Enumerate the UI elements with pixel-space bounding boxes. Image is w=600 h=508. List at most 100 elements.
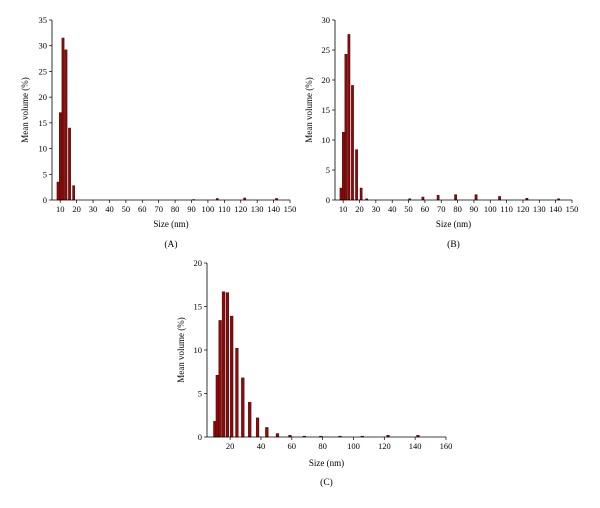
chart-c-bar-11 [275,433,280,438]
chart-a-x-tick-label-6: 70 [154,204,163,214]
chart-a-bar-1 [59,112,62,201]
chart-panel-a: 0 5 10 15 20 25 30 35 10 20 30 40 50 60 70 80 90 100 110 12… [0,0,300,254]
chart-b-x-tick-label-9: 100 [484,204,497,214]
chart-c-bar-3 [221,291,226,438]
chart-b-x-tick-label-13: 140 [549,204,562,214]
chart-a-svg: 0 5 10 15 20 25 30 35 10 20 30 40 50 60 70 80 90 100 110 12… [20,15,297,250]
chart-b-y-tick-label-5: 25 [322,45,331,55]
chart-c-x-tick-label-3: 80 [318,441,327,451]
chart-b-y-tick-label-2: 10 [322,135,331,145]
chart-a-bar-0 [56,181,60,201]
chart-b-y-tick-label-6: 30 [322,15,331,25]
chart-c-y-tick-label-4: 20 [194,258,203,268]
chart-c-bar-2 [218,320,222,438]
chart-b-x-tick-label-7: 80 [453,204,462,214]
chart-c-bar-5 [230,315,234,438]
chart-a-caption: (A) [164,239,177,250]
chart-a-y-tick-label-5: 25 [39,66,48,76]
chart-a-bars [56,37,278,201]
chart-a-y-tick-label-1: 5 [43,169,47,179]
chart-b-bar-11 [454,194,457,201]
chart-c-y-tick-label-3: 15 [194,302,203,312]
chart-b-y-tick-label-1: 5 [326,165,330,175]
chart-b-caption: (B) [447,239,460,250]
chart-a-x-tick-label-4: 50 [122,204,131,214]
chart-a-x-tick-label-7: 80 [171,204,180,214]
chart-c-x-tick-label-4: 100 [347,441,360,451]
chart-b-bar-12 [474,194,478,201]
chart-a-bar-3 [64,49,68,201]
chart-a-y-tick-label-7: 35 [39,15,48,25]
chart-c-y-tick-label-1: 5 [198,389,202,399]
chart-c-y-tick-label-0: 0 [198,432,202,442]
chart-c-y-axis-label: Mean volume (%) [176,317,186,382]
chart-a-x-tick-label-9: 100 [202,204,215,214]
chart-panel-b: 0 5 10 15 20 25 30 10 20 30 40 50 60 70 80 90 100 110 120 1… [300,0,600,254]
chart-a-x-tick-label-8: 90 [187,204,196,214]
chart-b-y-axis-label: Mean volume (%) [304,77,314,142]
chart-a-y-tick-label-4: 20 [39,92,48,102]
chart-c-x-tick-label-1: 40 [257,441,266,451]
chart-a-bar-4 [68,127,71,201]
chart-c-bar-4 [225,292,229,438]
chart-b-x-tick-label-14: 150 [566,204,579,214]
chart-b-bars [339,34,560,201]
chart-b-x-tick-label-5: 60 [421,204,430,214]
chart-b-bar-1 [341,131,345,201]
chart-c-x-tick-label-5: 120 [378,441,391,451]
chart-c-bar-9 [255,417,260,438]
chart-a-y-tick-label-0: 0 [43,195,47,205]
chart-b-x-tick-label-6: 70 [437,204,446,214]
chart-c-x-tick-label-6: 140 [409,441,422,451]
chart-b-bar-9 [421,196,425,201]
chart-c-bar-6 [235,348,239,438]
chart-b-bar-4 [351,85,354,201]
chart-c-caption: (C) [320,477,333,488]
chart-c-bar-8 [248,401,252,438]
chart-a-x-tick-label-11: 120 [234,204,247,214]
chart-a-x-tick-label-13: 140 [267,204,280,214]
chart-a-x-tick-label-3: 40 [105,204,114,214]
chart-b-bar-2 [344,54,348,201]
chart-a-bar-2 [61,37,65,201]
chart-c-bar-7 [241,377,245,438]
chart-b-x-tick-label-2: 30 [372,204,381,214]
chart-b-y-tick-label-3: 15 [322,105,331,115]
chart-c-bar-1 [215,375,219,438]
chart-a-x-tick-label-0: 10 [56,204,65,214]
chart-c-svg: 0 5 10 15 20 20 40 60 80 100 120 140 160 Size (nm) Mea… [176,258,453,488]
chart-b-y-tick-label-0: 0 [326,195,330,205]
chart-b-bar-6 [359,187,363,201]
chart-c-bars [213,291,420,438]
chart-panel-c: 0 5 10 15 20 20 40 60 80 100 120 140 160 Size (nm) Mea… [150,254,460,508]
chart-b-x-tick-label-12: 130 [533,204,546,214]
chart-b-bar-5 [355,149,358,201]
chart-b-x-axis-label: Size (nm) [436,219,471,229]
chart-b-y-tick-label-4: 20 [322,75,331,85]
chart-a-y-tick-label-6: 30 [39,41,48,51]
chart-a-x-axis-label: Size (nm) [153,219,188,229]
chart-b-x-tick-label-3: 40 [388,204,397,214]
chart-a-x-tick-label-2: 30 [89,204,98,214]
chart-a-x-tick-label-10: 110 [218,204,230,214]
chart-b-x-tick-label-0: 10 [339,204,348,214]
chart-a-y-axis-label: Mean volume (%) [20,77,30,142]
chart-b-bar-10 [436,194,440,201]
chart-b-x-tick-label-1: 20 [355,204,364,214]
chart-c-x-tick-label-2: 60 [288,441,297,451]
chart-c-x-tick-label-7: 160 [440,441,453,451]
chart-a-x-tick-label-14: 150 [284,204,297,214]
chart-b-bar-0 [339,187,343,201]
chart-c-x-axis-label: Size (nm) [309,458,344,468]
chart-b-bar-13 [498,196,501,201]
chart-c-y-tick-label-2: 10 [194,345,203,355]
chart-a-y-tick-label-2: 10 [39,144,48,154]
chart-b-bar-3 [347,34,351,201]
chart-a-x-tick-label-1: 20 [72,204,81,214]
chart-c-bar-10 [265,427,269,438]
chart-a-x-tick-label-12: 130 [251,204,264,214]
chart-b-x-tick-label-8: 90 [470,204,479,214]
chart-a-y-tick-label-3: 15 [39,118,48,128]
chart-b-x-tick-label-10: 110 [500,204,512,214]
